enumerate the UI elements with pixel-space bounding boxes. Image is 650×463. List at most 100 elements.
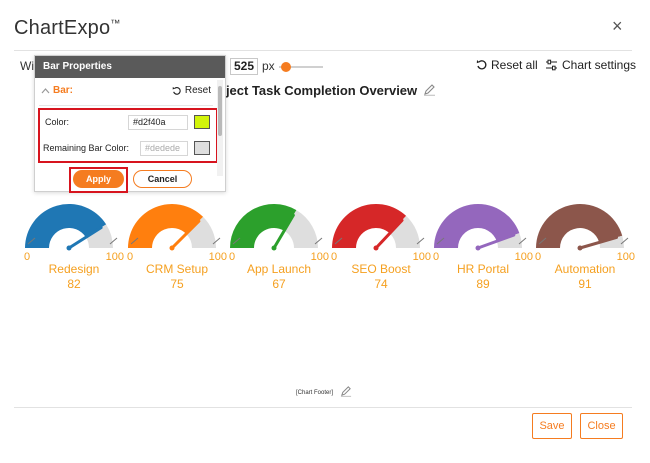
reset-icon (172, 86, 181, 95)
trademark-symbol: ™ (110, 18, 121, 30)
gauge-value-label: 91 (578, 277, 592, 291)
panel-reset-label: Reset (184, 85, 211, 96)
edit-pencil-icon[interactable] (416, 237, 425, 245)
gauge-remaining-arc (186, 216, 216, 248)
panel-scrollbar-thumb[interactable] (218, 86, 222, 136)
gauge-max-label: 100 (208, 251, 227, 263)
chevron-up-icon (41, 88, 50, 94)
gauge-crm-setup: 0 100 CRM Setup 75 (127, 200, 227, 300)
gauge-hub (475, 245, 481, 251)
gauge-needle (578, 235, 618, 250)
app-title-text: ChartExpo (14, 17, 111, 39)
edit-pencil-icon[interactable] (314, 237, 323, 245)
gauge-min-label: 0 (433, 251, 440, 263)
apply-button-highlight (69, 167, 128, 193)
edit-title-pencil-icon[interactable] (423, 83, 436, 96)
gauge-dial (536, 203, 629, 251)
header-divider (14, 50, 632, 51)
edit-pencil-icon[interactable] (27, 237, 36, 245)
remaining-bar-color-label: Remaining Bar Color: (43, 143, 130, 153)
reset-icon (476, 60, 487, 70)
close-button[interactable]: Close (580, 413, 623, 439)
footer-divider (14, 407, 632, 408)
color-swatch[interactable] (194, 115, 210, 129)
width-unit: px (262, 59, 275, 73)
app-title: ChartExpo™ (14, 17, 121, 40)
bar-section-toggle[interactable]: Bar: (41, 85, 73, 96)
gauge-filled-arc (434, 204, 520, 248)
gauge-max-label: 100 (310, 251, 329, 263)
edit-pencil-icon[interactable] (620, 237, 629, 245)
gauge-name-label: HR Portal (456, 262, 509, 276)
remaining-bar-color-input[interactable]: #dedede (140, 141, 188, 156)
gauge-name-label: SEO Boost (351, 262, 411, 276)
cancel-button[interactable]: Cancel (133, 170, 192, 188)
gauge-dial (25, 203, 118, 251)
chart-settings-label: Chart settings (562, 58, 637, 72)
bar-properties-panel: Bar Properties Bar: Reset Color: #d2f40a… (34, 55, 226, 193)
edit-pencil-icon[interactable] (109, 237, 118, 245)
color-input[interactable]: #d2f40a (128, 115, 188, 130)
gauge-name-label: CRM Setup (145, 262, 209, 276)
width-label: Wi (20, 59, 34, 73)
gauge-value-label: 67 (272, 277, 286, 291)
gauge-remaining-arc (389, 215, 420, 248)
gauge-filled-arc (332, 204, 407, 248)
reset-all-button[interactable]: Reset all (476, 58, 538, 72)
gauge-hub (373, 245, 379, 251)
edit-pencil-icon[interactable] (232, 237, 241, 245)
chart-title[interactable]: oject Task Completion Overview (218, 83, 418, 98)
width-input[interactable]: 525 (230, 58, 258, 75)
gauge-max-label: 100 (105, 251, 124, 263)
gauge-remaining-arc (85, 224, 113, 248)
gauge-hub (577, 245, 583, 251)
edit-pencil-icon[interactable] (130, 237, 139, 245)
gauge-max-label: 100 (412, 251, 431, 263)
gauge-hr-portal: 0 100 HR Portal 89 (433, 200, 533, 300)
color-label: Color: (45, 117, 70, 127)
gauge-app-launch: 0 100 App Launch 67 (229, 200, 329, 300)
gauge-filled-arc (536, 203, 623, 248)
gauge-value-label: 82 (67, 277, 81, 291)
apply-button[interactable]: Apply (73, 170, 124, 188)
close-icon[interactable]: × (612, 16, 623, 36)
edit-pencil-icon[interactable] (436, 237, 445, 245)
reset-all-label: Reset all (491, 58, 538, 72)
gauge-seo-boost: 0 100 SEO Boost 74 (331, 200, 431, 300)
width-slider-thumb[interactable] (281, 62, 292, 72)
gauge-min-label: 0 (331, 251, 338, 263)
gauge-redesign: 0 100 Redesign 82 (24, 200, 124, 300)
gauge-hub (66, 245, 72, 251)
gauge-name-label: Redesign (48, 262, 100, 276)
save-button[interactable]: Save (532, 413, 572, 439)
chart-footer[interactable]: [Chart Footer] (296, 390, 334, 396)
gauge-needle (67, 226, 103, 250)
gauge-max-label: 100 (616, 251, 635, 263)
gauge-dial (128, 204, 221, 251)
gauge-min-label: 0 (535, 251, 542, 263)
chart-settings-button[interactable]: Chart settings (545, 58, 636, 72)
gauge-dial (230, 204, 323, 251)
gauge-max-label: 100 (514, 251, 533, 263)
remaining-bar-color-swatch[interactable] (194, 141, 210, 155)
gauge-dial (332, 204, 425, 251)
edit-pencil-icon[interactable] (538, 237, 547, 245)
gauge-remaining-arc (284, 210, 318, 248)
gauge-remaining-arc (599, 235, 624, 248)
gauge-min-label: 0 (127, 251, 134, 263)
edit-pencil-icon[interactable] (334, 237, 343, 245)
gauge-name-label: App Launch (246, 262, 312, 276)
width-slider-track[interactable] (279, 66, 323, 68)
gauge-needle (476, 233, 516, 250)
gauge-needle (272, 213, 295, 250)
sliders-icon (546, 59, 557, 71)
panel-header: Bar Properties (35, 56, 225, 78)
edit-footer-pencil-icon[interactable] (340, 385, 352, 397)
panel-reset-button[interactable]: Reset (172, 85, 211, 96)
gauge-automation: 0 100 Automation 91 (535, 200, 635, 300)
edit-pencil-icon[interactable] (212, 237, 221, 245)
edit-pencil-icon[interactable] (518, 237, 527, 245)
panel-divider (39, 105, 213, 106)
gauge-value-label: 74 (374, 277, 388, 291)
bar-section-label: Bar: (53, 85, 74, 96)
